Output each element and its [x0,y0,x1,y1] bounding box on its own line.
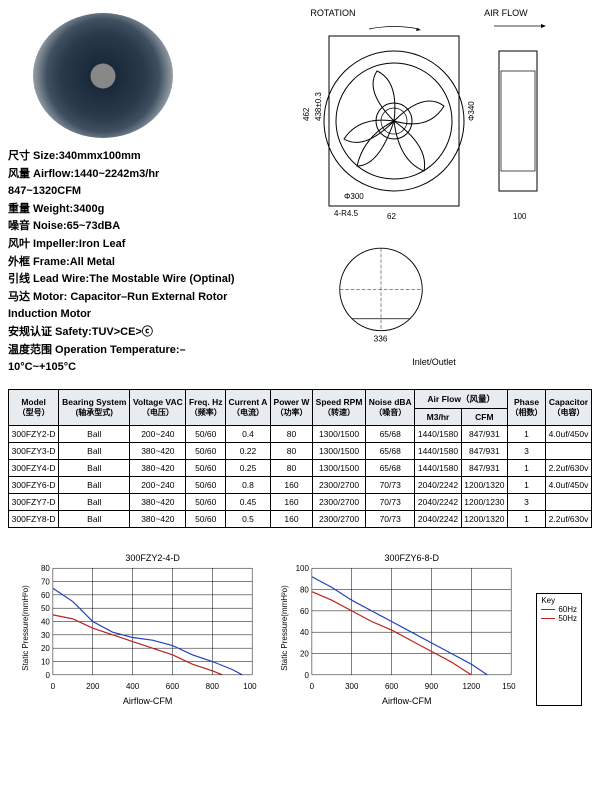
svg-text:900: 900 [425,682,439,691]
chart2: 0 300 600 900 1200 1500 0 20 40 60 80 100 Static Pre… [277,563,516,693]
table-header: Voltage VAC（电压） [130,389,186,425]
svg-text:Φ300: Φ300 [344,192,364,201]
table-row: 300FZY2-DBall200~24050/600.4801300/15006… [9,425,592,442]
svg-text:300: 300 [345,682,359,691]
table-subheader: CFM [461,408,507,425]
table-header: Capacitor（电容） [546,389,592,425]
inlet-outlet-label: Inlet/Outlet [276,357,592,367]
svg-text:600: 600 [385,682,399,691]
svg-text:100: 100 [296,564,310,573]
chart1-xlabel: Airflow-CFM [38,696,257,706]
svg-text:336: 336 [374,335,388,344]
spec-line: 外框 Frame:All Metal [8,254,238,272]
rotation-label: ROTATION [310,8,355,18]
svg-text:4-R4.5: 4-R4.5 [334,209,359,218]
svg-text:1500: 1500 [502,682,516,691]
spec-line: 噪音 Noise:65~73dBA [8,218,238,236]
svg-text:80: 80 [41,564,50,573]
table-header: Model（型号） [9,389,59,425]
spec-line: 温度范围 Operation Temperature:– 10°C~+105°C [8,342,238,377]
svg-text:60: 60 [300,607,309,616]
svg-text:0: 0 [45,671,50,680]
svg-text:40: 40 [41,617,50,626]
svg-text:0: 0 [51,682,56,691]
table-header: Freq. Hz（频率） [186,389,226,425]
svg-text:70: 70 [41,577,50,586]
svg-text:1200: 1200 [463,682,481,691]
table-header: Power W（功率） [271,389,313,425]
table-header: Bearing System(轴承型式) [59,389,130,425]
spec-line: 马达 Motor: Capacitor–Run External Rotor [8,289,238,307]
svg-text:50: 50 [41,604,50,613]
svg-text:10: 10 [41,657,50,666]
table-header: Speed RPM（转速） [312,389,365,425]
technical-drawing-front: 462 438±0.3 Φ300 4-R4.5 Φ340 62 100 [246,21,592,221]
table-row: 300FZY6-DBall200~24050/600.81602300/2700… [9,476,592,493]
table-header: Air Flow（风量） [415,389,508,408]
fan-product-photo [33,13,173,138]
table-row: 300FZY7-DBall380~42050/600.451602300/270… [9,493,592,510]
table-header: Current A（电流） [225,389,270,425]
spec-line: 安规认证 Safety:TUV>CE>ⓒ [8,324,238,342]
svg-text:Static Pressure(mmH²o): Static Pressure(mmH²o) [21,585,30,671]
svg-text:Static Pressure(mmH²o): Static Pressure(mmH²o) [280,585,289,671]
airflow-label: AIR FLOW [484,8,528,18]
svg-text:600: 600 [166,682,180,691]
spec-line: 引线 Lead Wire:The Mostable Wire (Optinal) [8,271,238,289]
svg-text:20: 20 [300,649,309,658]
spec-line: 重量 Weight:3400g [8,201,238,219]
chart1: 0 200 400 600 800 1000 0 10 20 30 40 50 60 70 80 Static… [18,563,257,693]
chart-legend: Key 60Hz50Hz [536,593,582,706]
svg-text:0: 0 [305,671,310,680]
svg-text:60: 60 [41,591,50,600]
table-header: Phase（相数） [508,389,546,425]
svg-text:62: 62 [387,212,396,221]
svg-text:462: 462 [302,107,311,121]
svg-text:100: 100 [513,212,527,221]
spec-table: Model（型号）Bearing System(轴承型式)Voltage VAC… [8,389,592,528]
svg-text:80: 80 [300,585,309,594]
spec-line: Induction Motor [8,306,238,324]
svg-text:0: 0 [310,682,315,691]
spec-line: 尺寸 Size:340mmx100mm [8,148,238,166]
svg-text:200: 200 [86,682,100,691]
svg-text:Φ340: Φ340 [467,101,476,121]
chart1-title: 300FZY2-4-D [48,553,257,563]
svg-text:800: 800 [206,682,220,691]
spec-line: 风量 Airflow:1440~2242m3/hr [8,166,238,184]
table-row: 300FZY8-DBall380~42050/600.51602300/2700… [9,510,592,527]
chart2-xlabel: Airflow-CFM [297,696,516,706]
legend-item: 50Hz [541,614,577,623]
svg-text:1000: 1000 [243,682,257,691]
chart2-title: 300FZY6-8-D [307,553,516,563]
table-header: Noise dBA（噪音） [366,389,415,425]
svg-text:400: 400 [126,682,140,691]
table-row: 300FZY3-DBall380~42050/600.22801300/1500… [9,442,592,459]
table-subheader: M3/hr [415,408,461,425]
spec-line: 风叶 Impeller:Iron Leaf [8,236,238,254]
svg-text:40: 40 [300,628,309,637]
legend-item: 60Hz [541,605,577,614]
technical-drawing-inlet: 336 [326,239,436,349]
svg-text:30: 30 [41,631,50,640]
svg-text:438±0.3: 438±0.3 [314,92,323,121]
table-row: 300FZY4-DBall380~42050/600.25801300/1500… [9,459,592,476]
spec-list: 尺寸 Size:340mmx100mm风量 Airflow:1440~2242m… [8,148,238,377]
svg-text:20: 20 [41,644,50,653]
spec-line: 847~1320CFM [8,183,238,201]
